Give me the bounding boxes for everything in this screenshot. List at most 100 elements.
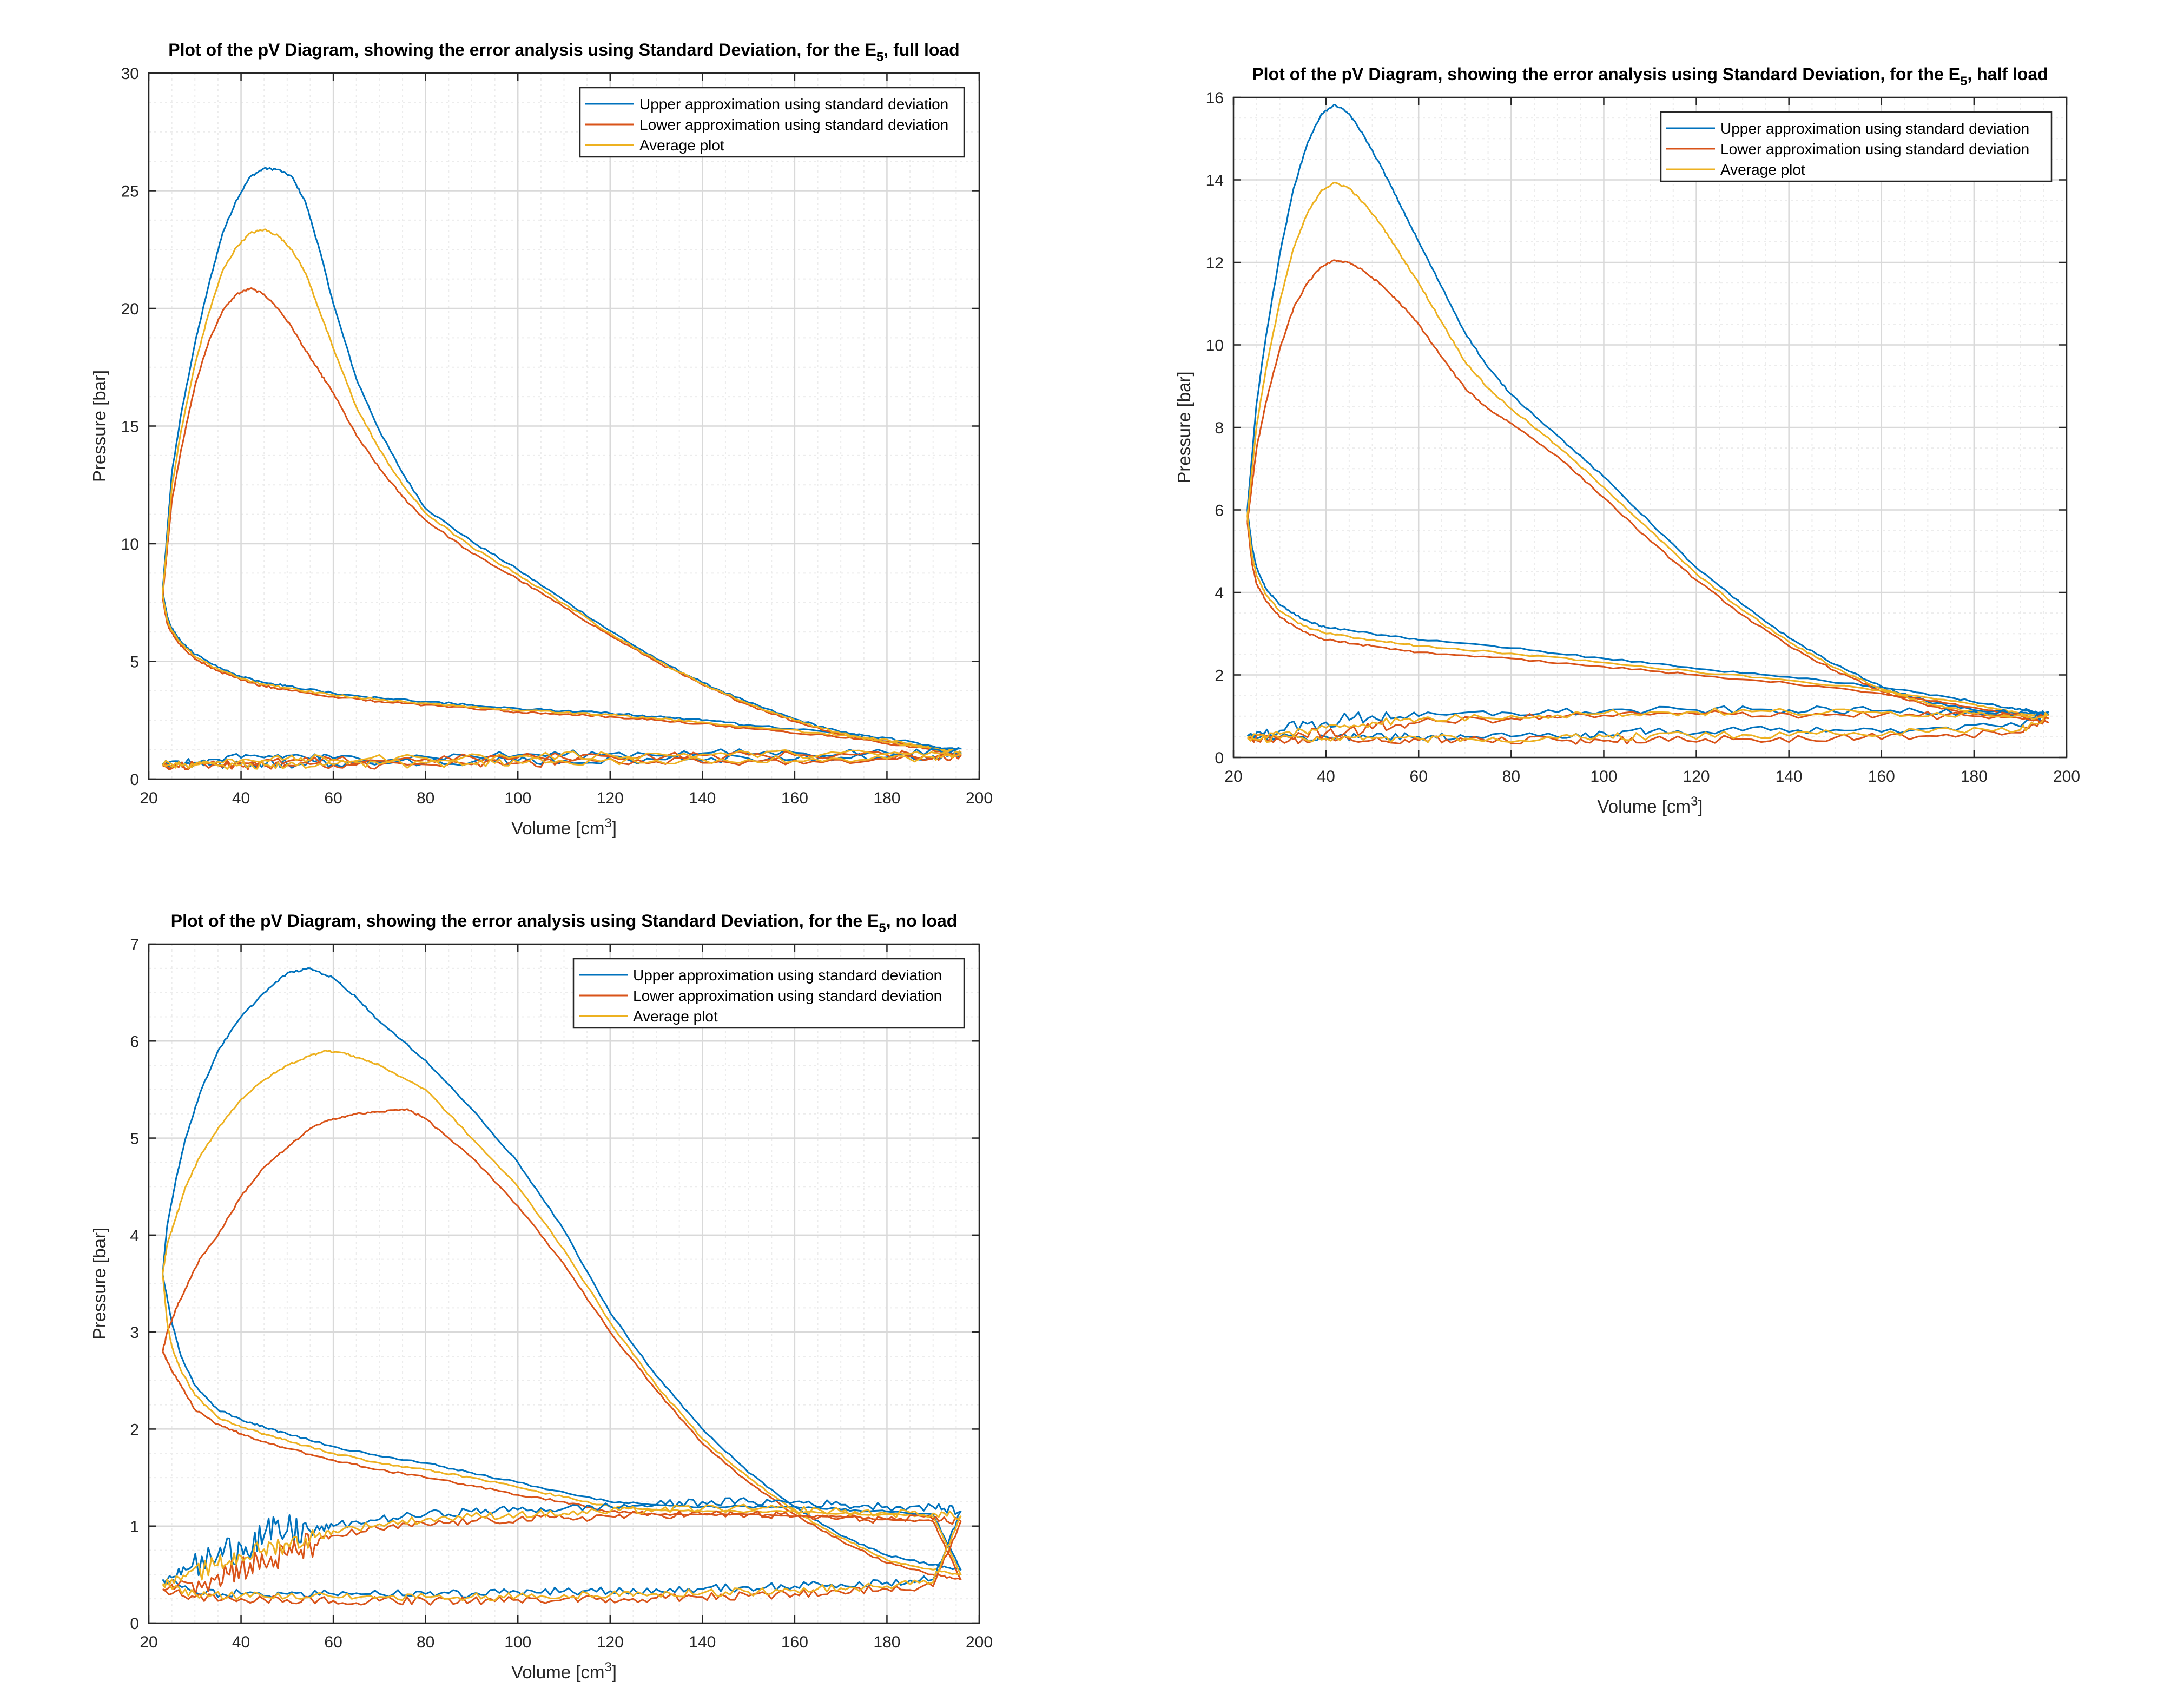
chart-title-subscript: 5: [876, 50, 883, 64]
series-line-average-5: [162, 1503, 962, 1601]
x-tick-label: 200: [2053, 768, 2080, 786]
tick-labels: 20 40 60 80 100 120 140 160 180 200 0 2 4 6 8 10 12 14 16: [1206, 89, 2080, 786]
y-tick-label: 25: [121, 183, 139, 201]
legend-box: [572, 958, 965, 1029]
x-tick-label: 60: [324, 789, 342, 807]
legend-box: [1660, 111, 2053, 182]
x-tick-label: 100: [1590, 768, 1617, 786]
chart-3: 20 40 60 80 100 120 140 160 180 200 0 1 2 3 4 5 6 7 Plot o…: [89, 911, 993, 1682]
x-tick-label: 80: [417, 1633, 434, 1651]
x-tick-label: 60: [1410, 768, 1428, 786]
x-tick-label: 100: [504, 789, 531, 807]
series-line-upper-3: [1246, 705, 2049, 741]
y-tick-label: 1: [130, 1518, 139, 1536]
x-tick-label: 180: [1961, 768, 1988, 786]
chart-title: Plot of the pV Diagram, showing the erro…: [171, 911, 958, 935]
x-tick-label: 100: [504, 1633, 531, 1651]
chart-title-end: , half load: [1967, 64, 2048, 84]
chart-title-end: , full load: [883, 40, 959, 60]
series-line-average-5: [162, 749, 962, 770]
series-line-lower-1: [1246, 259, 2049, 723]
x-tick-label: 200: [966, 1633, 993, 1651]
series-line-average-2: [162, 228, 962, 754]
chart-title: Plot of the pV Diagram, showing the erro…: [1252, 64, 2048, 89]
x-tick-label: 120: [597, 1633, 624, 1651]
y-axis-label: Pressure [bar]: [89, 370, 109, 482]
axes-box: [148, 943, 980, 1624]
x-tick-label: 160: [781, 789, 808, 807]
series-group: [162, 167, 962, 770]
y-tick-label: 0: [1215, 749, 1224, 767]
legend-label-lower: Lower approximation using standard devia…: [639, 116, 948, 133]
chart-title-main: Plot of the pV Diagram, showing the erro…: [1252, 64, 1960, 84]
y-tick-label: 20: [121, 300, 139, 318]
y-tick-label: 6: [1215, 502, 1224, 520]
series-line-upper-0: [1246, 104, 2049, 716]
legend-label-lower: Lower approximation using standard devia…: [1720, 141, 2029, 157]
legend: Upper approximation using standard devia…: [572, 958, 965, 1029]
series-line-upper-0: [162, 967, 962, 1571]
x-tick-label: 20: [140, 789, 157, 807]
legend: Upper approximation using standard devia…: [1660, 111, 2053, 182]
chart-1: 20 40 60 80 100 120 140 160 180 200 0 5 10 15 20 25 30 Pl…: [89, 40, 993, 838]
chart-title: Plot of the pV Diagram, showing the erro…: [168, 40, 959, 64]
x-tick-label: 80: [1502, 768, 1520, 786]
x-tick-label: 200: [966, 789, 993, 807]
x-axis-label-end: ]: [612, 818, 617, 838]
series-group: [1246, 104, 2049, 745]
x-axis-label-main: Volume [cm: [1598, 796, 1691, 816]
x-axis-label-end: ]: [1698, 796, 1703, 816]
series-line-average-2: [1246, 182, 2049, 720]
legend-label-upper: Upper approximation using standard devia…: [639, 96, 948, 113]
chart-2: 20 40 60 80 100 120 140 160 180 200 0 2 4 6 8 10 12 14 16 P…: [1174, 64, 2080, 816]
x-tick-label: 120: [597, 789, 624, 807]
legend-label-upper: Upper approximation using standard devia…: [1720, 120, 2029, 137]
y-tick-label: 5: [130, 1130, 139, 1148]
series-line-average-5: [1246, 707, 2049, 743]
x-tick-label: 180: [873, 1633, 900, 1651]
y-axis-label: Pressure [bar]: [1174, 371, 1194, 483]
y-tick-label: 7: [130, 936, 139, 954]
series-line-lower-4: [1247, 710, 2049, 745]
series-line-lower-1: [162, 1108, 962, 1580]
series-group: [162, 967, 962, 1606]
legend-label-upper: Upper approximation using standard devia…: [633, 967, 942, 984]
y-tick-label: 10: [1206, 337, 1224, 355]
series-line-average-2: [162, 1050, 962, 1575]
x-tick-label: 20: [1224, 768, 1242, 786]
x-axis-label: Volume [cm3]: [1598, 794, 1703, 816]
series-line-lower-4: [162, 1510, 962, 1606]
legend-label-average: Average plot: [1720, 161, 1805, 178]
y-axis-label: Pressure [bar]: [89, 1228, 109, 1340]
y-tick-label: 4: [130, 1227, 139, 1245]
x-tick-label: 160: [1868, 768, 1895, 786]
legend-label-lower: Lower approximation using standard devia…: [633, 987, 942, 1004]
x-tick-label: 20: [140, 1633, 157, 1651]
x-axis-label-main: Volume [cm: [511, 818, 604, 838]
x-tick-label: 40: [232, 789, 250, 807]
x-axis-label-superscript: 3: [604, 816, 611, 830]
x-tick-label: 160: [781, 1633, 808, 1651]
y-tick-label: 10: [121, 536, 139, 553]
x-tick-label: 140: [1776, 768, 1803, 786]
x-tick-label: 40: [232, 1633, 250, 1651]
y-tick-label: 2: [1215, 667, 1224, 685]
x-tick-label: 80: [417, 789, 434, 807]
chart-title-end: , no load: [886, 911, 958, 931]
legend: Upper approximation using standard devia…: [579, 87, 965, 158]
y-tick-label: 30: [121, 65, 139, 83]
chart-title-subscript: 5: [879, 921, 886, 935]
x-tick-label: 140: [689, 789, 716, 807]
x-axis-label-end: ]: [612, 1662, 617, 1682]
series-line-upper-3: [162, 1497, 962, 1599]
y-tick-label: 4: [1215, 584, 1224, 602]
x-axis-label: Volume [cm3]: [511, 1660, 617, 1682]
y-tick-label: 6: [130, 1033, 139, 1051]
x-tick-label: 120: [1683, 768, 1710, 786]
x-axis-label: Volume [cm3]: [511, 816, 617, 838]
y-tick-label: 0: [130, 1615, 139, 1633]
y-tick-label: 15: [121, 418, 139, 436]
y-tick-label: 0: [130, 771, 139, 789]
y-tick-label: 3: [130, 1324, 139, 1342]
